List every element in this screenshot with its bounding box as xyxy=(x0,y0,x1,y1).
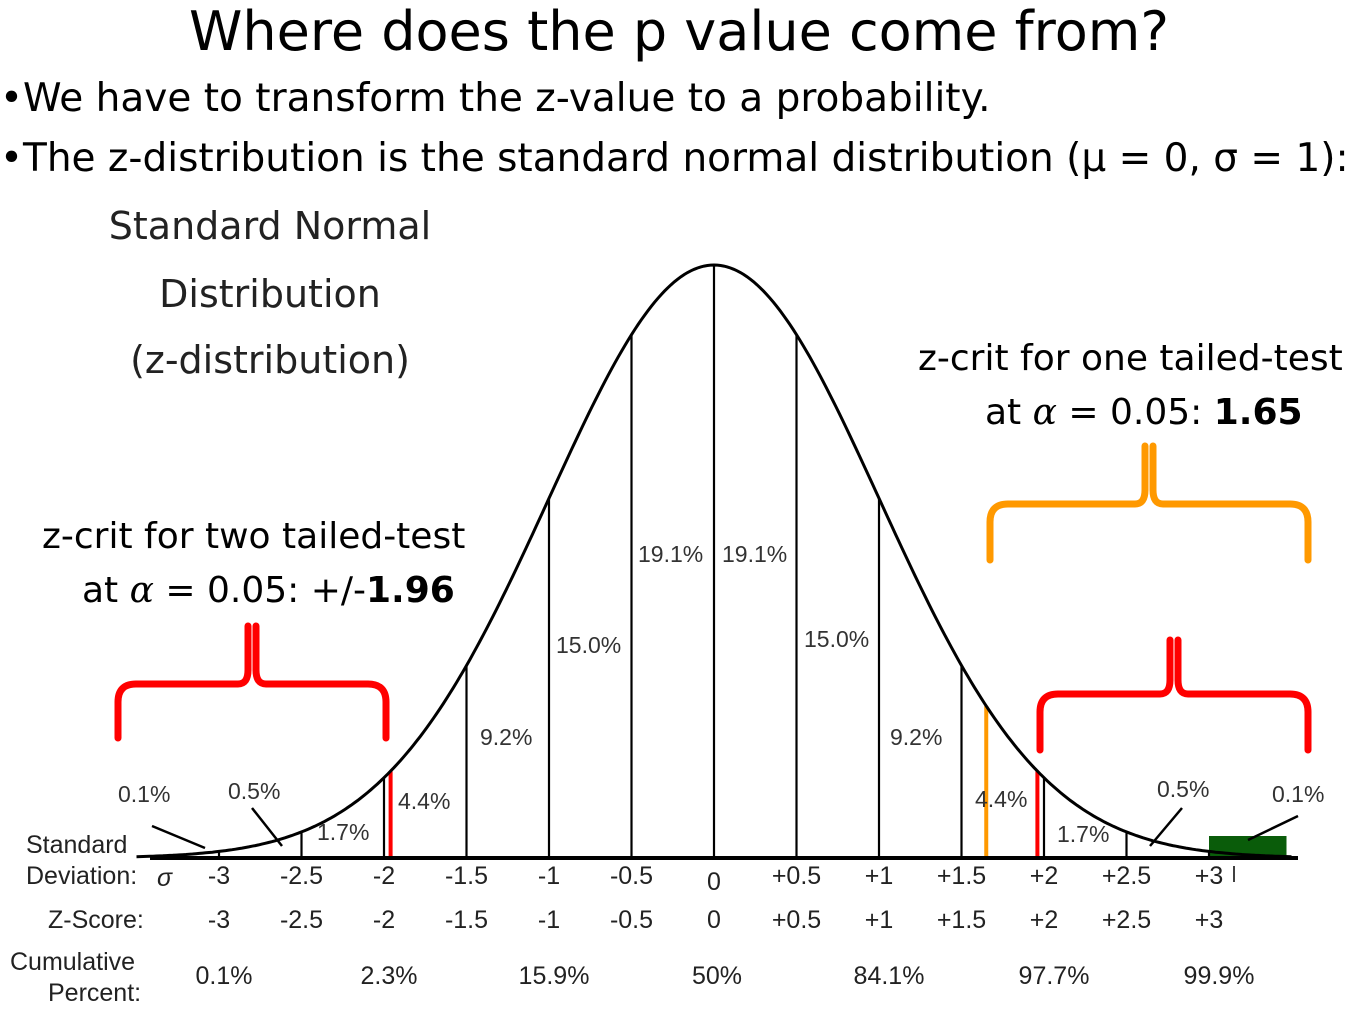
bullet-transform: •We have to transform the z-value to a p… xyxy=(0,76,991,121)
segment-percent-label: 0.1% xyxy=(118,781,170,807)
pointer-line-left-0-5 xyxy=(251,807,283,847)
sd-tick-label: -1 xyxy=(538,862,560,890)
chart-title-line-3: (z-distribution) xyxy=(130,338,410,382)
cumulative-percent-label: 99.9% xyxy=(1184,962,1255,990)
sd-tick-label: +1.5 xyxy=(937,862,986,890)
sd-tick-label: +2.5 xyxy=(1102,862,1151,890)
pointer-line-right-0-1 xyxy=(1247,814,1299,842)
bullet-standard-normal: •The z-distribution is the standard norm… xyxy=(0,136,1349,181)
cumulative-percent-label: 2.3% xyxy=(361,962,418,990)
segment-percent-label: 1.7% xyxy=(1057,821,1109,847)
sd-tick-label: -1.5 xyxy=(445,862,488,890)
cumulative-percent-label: 50% xyxy=(692,962,742,990)
z-score-tick-label: +0.5 xyxy=(772,906,821,934)
z-score-tick-label: +2 xyxy=(1030,906,1059,934)
z-score-tick-label: 0 xyxy=(707,906,721,934)
z-score-tick-label: -1.5 xyxy=(445,906,488,934)
sd-tick-label: -0.5 xyxy=(610,862,653,890)
z-score-tick-label: +2.5 xyxy=(1102,906,1151,934)
segment-percent-label: 19.1% xyxy=(638,541,703,567)
sigma-symbol: σ xyxy=(157,864,173,892)
segment-percent-label: 0.5% xyxy=(1157,776,1209,802)
segment-percent-label: 1.7% xyxy=(317,819,369,845)
two-tailed-annotation-line-1: z-crit for two tailed-test xyxy=(42,516,466,557)
z-score-tick-label: -2 xyxy=(373,906,395,934)
segment-percent-label: 15.0% xyxy=(804,626,869,652)
normal-curve xyxy=(136,263,1292,859)
sd-tick-label: -3 xyxy=(208,862,230,890)
z-score-tick-label: -3 xyxy=(208,906,230,934)
z-score-tick-label: -2.5 xyxy=(280,906,323,934)
row-label-cumulative: Cumulative xyxy=(10,948,135,976)
segment-percent-label: 4.4% xyxy=(975,786,1027,812)
sd-tick-label: -2 xyxy=(373,862,395,890)
row-label-standard: Standard xyxy=(26,831,127,859)
segment-percent-label: 9.2% xyxy=(890,724,942,750)
two-tailed-value: 1.96 xyxy=(366,570,455,611)
segment-percent-label: 4.4% xyxy=(398,788,450,814)
sd-tick-label: +1 xyxy=(865,862,894,890)
z-score-tick-label: -0.5 xyxy=(610,906,653,934)
sd-tick-label: -2.5 xyxy=(280,862,323,890)
one-tailed-value: 1.65 xyxy=(1213,392,1303,433)
two-tailed-right-brace xyxy=(1036,636,1312,754)
one-tailed-annotation-line-2: at α = 0.05: 1.65 xyxy=(985,392,1303,433)
row-label-z-score: Z-Score: xyxy=(48,906,144,934)
z-score-tick-label: +3 xyxy=(1195,906,1224,934)
segment-percent-label: 0.1% xyxy=(1272,781,1324,807)
two-tailed-left-brace xyxy=(114,622,390,742)
sd-tick-label: +3 xyxy=(1195,862,1224,890)
row-label-deviation: Deviation: xyxy=(26,862,137,890)
alpha-symbol: α xyxy=(1032,392,1057,433)
segment-percent-label: 9.2% xyxy=(480,724,532,750)
one-tailed-brace xyxy=(986,442,1312,564)
cumulative-percent-label: 97.7% xyxy=(1019,962,1090,990)
chart-title-line-2: Distribution xyxy=(159,272,381,316)
z-score-tick-label: -1 xyxy=(538,906,560,934)
cumulative-percent-label: 84.1% xyxy=(854,962,925,990)
sd-tick-label: +0.5 xyxy=(772,862,821,890)
sd-tick-label: 0 xyxy=(707,868,721,896)
segment-percent-label: 0.5% xyxy=(228,778,280,804)
segment-percent-label: 15.0% xyxy=(556,632,621,658)
row-label-percent: Percent: xyxy=(48,979,141,1007)
segment-percent-label: 19.1% xyxy=(722,541,787,567)
z-score-tick-label: +1 xyxy=(865,906,894,934)
cumulative-percent-label: 15.9% xyxy=(519,962,590,990)
alpha-symbol: α xyxy=(129,570,154,611)
cumulative-percent-label: 0.1% xyxy=(196,962,253,990)
pointer-line-left-0-1 xyxy=(151,824,206,850)
z-score-tick-label: +1.5 xyxy=(937,906,986,934)
pointer-line-right-0-5 xyxy=(1149,807,1183,847)
chart-title-line-1: Standard Normal xyxy=(108,204,432,248)
sd-tick-label: +2 xyxy=(1030,862,1059,890)
two-tailed-annotation-line-2: at α = 0.05: +/-1.96 xyxy=(82,570,455,611)
slide-title: Where does the p value come from? xyxy=(188,0,1169,63)
one-tailed-annotation-line-1: z-crit for one tailed-test xyxy=(918,338,1343,379)
